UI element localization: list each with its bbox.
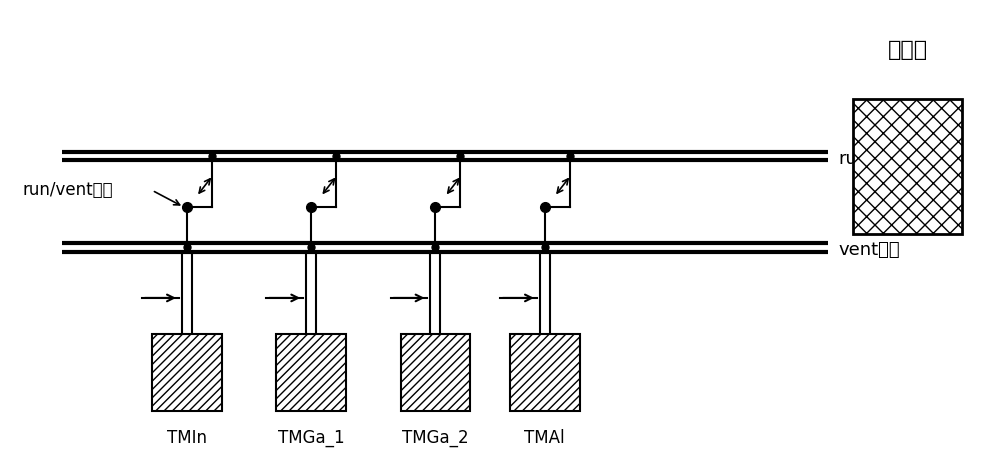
Text: TMAl: TMAl bbox=[524, 429, 565, 446]
Bar bbox=[276, 335, 346, 411]
Text: TMIn: TMIn bbox=[167, 429, 207, 446]
Bar bbox=[401, 335, 470, 411]
Text: vent管道: vent管道 bbox=[838, 241, 900, 259]
Text: TMGa_2: TMGa_2 bbox=[402, 429, 469, 446]
Text: TMGa_1: TMGa_1 bbox=[278, 429, 344, 446]
Bar bbox=[853, 99, 962, 234]
Text: run/vent阀门: run/vent阀门 bbox=[23, 181, 113, 199]
Bar bbox=[510, 335, 580, 411]
Text: run管道: run管道 bbox=[838, 150, 890, 167]
Text: 反应室: 反应室 bbox=[888, 41, 928, 60]
Bar bbox=[152, 335, 222, 411]
